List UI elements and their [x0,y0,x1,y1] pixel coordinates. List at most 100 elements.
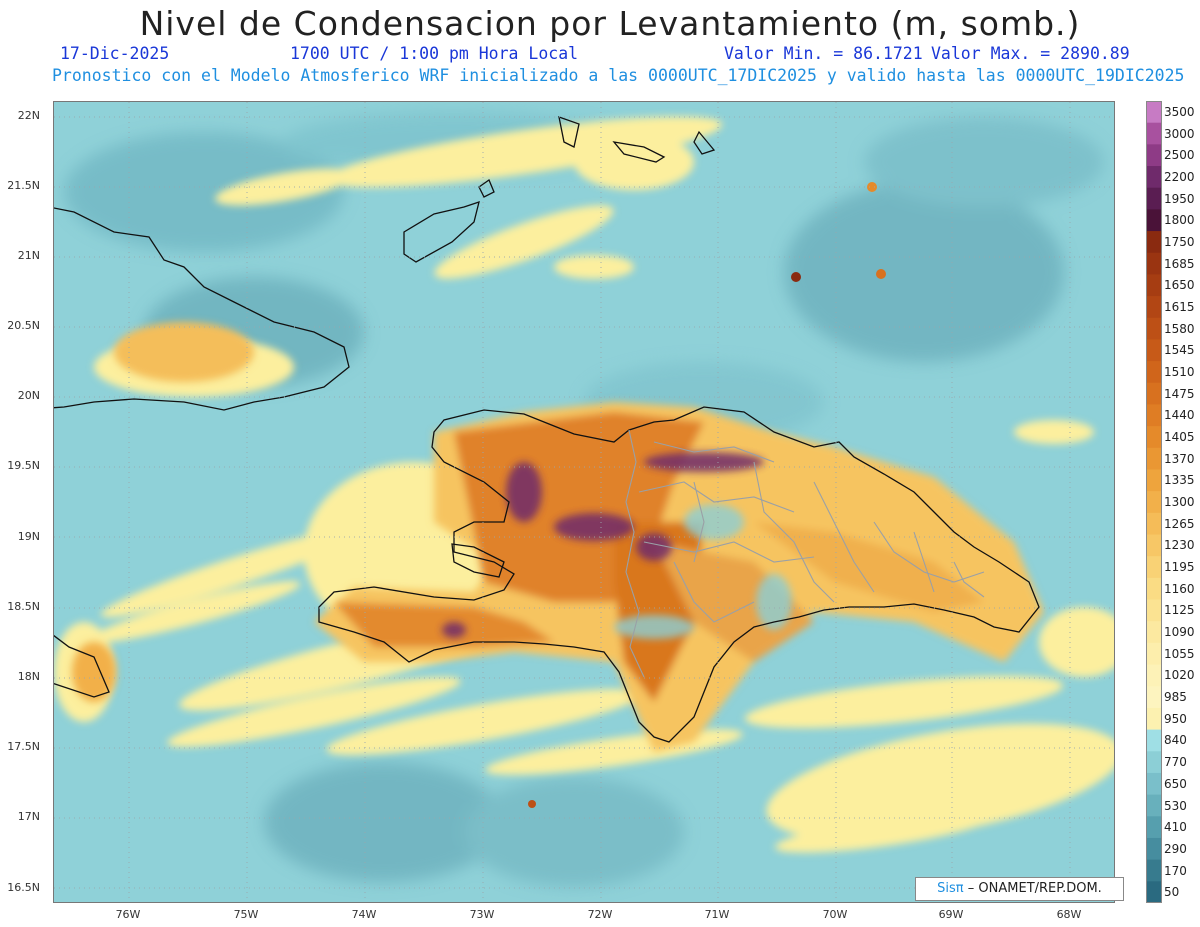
lon-label: 74W [351,908,377,921]
forecast-time: 1700 UTC / 1:00 pm Hora Local [290,44,579,63]
colorbar-label: 1265 [1164,516,1195,531]
lon-label: 71W [704,908,730,921]
colorbar-label: 2500 [1164,148,1195,163]
colorbar-label: 530 [1164,798,1187,813]
colorbar-label: 1230 [1164,538,1195,553]
colorbar-label: 650 [1164,776,1187,791]
colorbar-label: 1300 [1164,495,1195,509]
colorbar-label: 1545 [1164,343,1195,358]
colorbar-swatch [1146,556,1162,579]
colorbar-swatch [1146,296,1162,319]
colorbar-label: 985 [1164,690,1187,705]
map-title: Nivel de Condensacion por Levantamiento … [139,4,1081,43]
colorbar-label: 1055 [1164,646,1195,661]
colorbar-swatch [1146,664,1162,687]
colorbar-swatch [1146,339,1162,362]
colorbar-label: 1580 [1164,321,1195,336]
colorbar-swatch [1146,621,1162,644]
colorbar-swatch [1146,447,1162,470]
colorbar-label: 1370 [1164,451,1195,466]
colorbar-swatch [1146,534,1162,557]
lat-label: 18N [17,670,40,683]
lat-label: 19N [17,530,40,543]
colorbar-swatch [1146,252,1162,275]
min-value: Valor Min. = 86.1721 [724,44,923,63]
colorbar-label: 1160 [1164,581,1195,596]
colorbar-label: 840 [1164,733,1187,748]
map-area [53,101,1115,903]
colorbar-swatch [1146,707,1162,731]
colorbar-swatch [1146,144,1162,167]
colorbar-swatch [1146,426,1162,449]
lon-label: 73W [469,908,495,921]
colorbar-swatch [1146,881,1162,903]
colorbar-label: 50 [1164,885,1180,900]
colorbar-swatch [1146,404,1162,427]
lat-label: 17.5N [7,740,40,753]
lat-label: 21N [17,249,40,262]
colorbar-label: 1650 [1164,278,1195,293]
lcl-map [54,102,1114,902]
colorbar-label: 1950 [1164,191,1195,206]
colorbar-swatch [1146,361,1162,384]
lat-label: 21.5N [7,179,40,192]
colorbar-swatch [1146,122,1162,145]
lon-label: 75W [233,908,259,921]
colorbar-label: 1405 [1164,430,1195,444]
lon-label: 70W [822,908,848,921]
colorbar-label: 1440 [1164,408,1195,423]
colorbar-label: 1685 [1164,256,1195,271]
colorbar-label: 3000 [1164,126,1195,141]
max-value: Valor Max. = 2890.89 [931,44,1130,63]
colorbar-label: 1475 [1164,386,1195,401]
colorbar-swatch [1146,166,1162,189]
colorbar-swatch [1146,101,1162,124]
colorbar-swatch [1146,686,1162,709]
colorbar-swatch [1146,469,1162,492]
colorbar-label: 1090 [1164,625,1195,640]
colorbar-label: 1195 [1164,560,1195,574]
lat-label: 18.5N [7,600,40,613]
colorbar-swatch [1146,859,1162,882]
colorbar-swatch [1146,231,1162,254]
colorbar-label: 410 [1164,820,1187,835]
forecast-date: 17-Dic-2025 [60,44,170,63]
colorbar-label: 1020 [1164,668,1195,683]
colorbar-label: 770 [1164,755,1187,770]
colorbar-swatch [1146,274,1162,297]
colorbar-swatch [1146,772,1162,796]
colorbar-label: 1335 [1164,473,1195,488]
colorbar-label: 1750 [1164,234,1195,249]
lat-label: 20.5N [7,319,40,332]
lat-label: 20N [17,389,40,402]
colorbar-label: 1800 [1164,213,1195,228]
colorbar-swatch [1146,837,1162,861]
colorbar-swatch [1146,729,1162,752]
lon-label: 72W [587,908,613,921]
lat-label: 16.5N [7,881,40,894]
lat-label: 22N [17,109,40,122]
model-info: Pronostico con el Modelo Atmosferico WRF… [52,66,1185,85]
colorbar-swatch [1146,512,1162,536]
credit-org: ONAMET/REP.DOM. [978,881,1102,896]
colorbar-label: 170 [1164,863,1187,878]
colorbar-swatch [1146,642,1162,666]
lat-label: 17N [17,810,40,823]
colorbar-swatch [1146,317,1162,340]
colorbar-swatch [1146,577,1162,601]
lat-label: 19.5N [7,459,40,472]
credit-box: Sisπ – ONAMET/REP.DOM. [915,877,1124,901]
colorbar-swatch [1146,187,1162,210]
colorbar-swatch [1146,382,1162,405]
colorbar-swatch [1146,816,1162,839]
colorbar-label: 290 [1164,841,1187,856]
brand-logo: Sisπ [937,881,964,896]
lon-label: 68W [1056,908,1082,921]
colorbar-label: 1125 [1164,603,1195,618]
lon-label: 76W [115,908,141,921]
colorbar-swatch [1146,599,1162,622]
colorbar-label: 1615 [1164,299,1195,314]
colorbar-swatch [1146,491,1162,514]
colorbar [1146,101,1162,903]
colorbar-label: 950 [1164,711,1187,726]
